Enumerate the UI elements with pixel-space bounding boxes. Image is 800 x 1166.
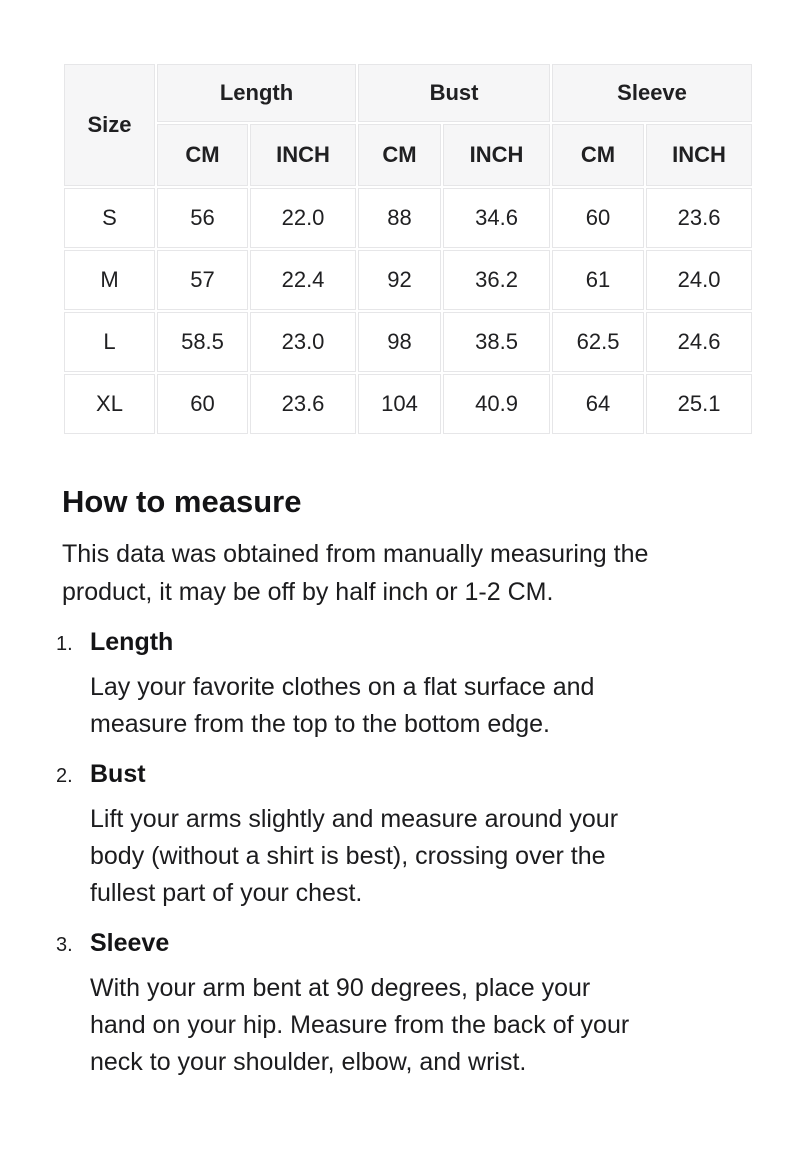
how-to-measure-title: How to measure (62, 484, 302, 519)
description-line: body (without a shirt is best), crossing… (90, 842, 606, 870)
value-cell: 22.0 (250, 188, 357, 248)
table-row-m: M 57 22.4 92 36.2 61 24.0 (64, 250, 753, 310)
step-number: 3. (56, 934, 73, 956)
size-cell: L (64, 312, 155, 372)
table-row-l: L 58.5 23.0 98 38.5 62.5 24.6 (64, 312, 753, 372)
step-number: 1. (56, 633, 73, 655)
value-cell: 34.6 (443, 188, 551, 248)
step-length: 1. Length Lay your favorite clothes on a… (56, 623, 738, 743)
bust-inch-header: INCH (443, 124, 551, 186)
step-title: Length (90, 628, 174, 656)
value-cell: 23.6 (646, 188, 753, 248)
description-line: Lift your arms slightly and measure arou… (90, 805, 619, 833)
step-number: 2. (56, 765, 73, 787)
table-unit-header-row: CM INCH CM INCH CM INCH (64, 124, 753, 186)
length-inch-header: INCH (250, 124, 357, 186)
size-cell: M (64, 250, 155, 310)
description-line: Lay your favorite clothes on a flat surf… (90, 673, 595, 701)
value-cell: 58.5 (157, 312, 248, 372)
value-cell: 60 (552, 188, 645, 248)
step-length-header: 1. Length (56, 623, 738, 661)
measuring-disclaimer: This data was obtained from manually mea… (62, 535, 738, 611)
value-cell: 25.1 (646, 374, 753, 434)
size-cell: XL (64, 374, 155, 434)
value-cell: 22.4 (250, 250, 357, 310)
value-cell: 40.9 (443, 374, 551, 434)
step-sleeve-header: 3. Sleeve (56, 924, 738, 962)
description-line: neck to your shoulder, elbow, and wrist. (90, 1048, 527, 1076)
value-cell: 23.6 (250, 374, 357, 434)
size-chart-table: Size Length Bust Sleeve CM INCH CM INCH … (62, 62, 755, 436)
value-cell: 36.2 (443, 250, 551, 310)
bust-cm-header: CM (358, 124, 442, 186)
bust-group-header: Bust (358, 64, 551, 122)
value-cell: 98 (358, 312, 442, 372)
sleeve-group-header: Sleeve (552, 64, 753, 122)
value-cell: 56 (157, 188, 248, 248)
table-row-xl: XL 60 23.6 104 40.9 64 25.1 (64, 374, 753, 434)
size-cell: S (64, 188, 155, 248)
size-column-header: Size (64, 64, 155, 186)
value-cell: 62.5 (552, 312, 645, 372)
step-title: Sleeve (90, 929, 170, 957)
size-guide-section: Size Length Bust Sleeve CM INCH CM INCH … (56, 62, 755, 1081)
value-cell: 60 (157, 374, 248, 434)
step-bust: 2. Bust Lift your arms slightly and meas… (56, 755, 738, 912)
value-cell: 61 (552, 250, 645, 310)
measure-steps-list: 1. Length Lay your favorite clothes on a… (56, 623, 738, 1081)
disclaimer-line: product, it may be off by half inch or 1… (62, 578, 554, 606)
description-line: measure from the top to the bottom edge. (90, 710, 550, 738)
value-cell: 104 (358, 374, 442, 434)
value-cell: 92 (358, 250, 442, 310)
description-line: With your arm bent at 90 degrees, place … (90, 974, 591, 1002)
disclaimer-line: This data was obtained from manually mea… (62, 540, 649, 568)
value-cell: 24.0 (646, 250, 753, 310)
table-group-header-row: Size Length Bust Sleeve (64, 64, 753, 186)
value-cell: 38.5 (443, 312, 551, 372)
step-bust-description: Lift your arms slightly and measure arou… (90, 801, 738, 912)
description-line: hand on your hip. Measure from the back … (90, 1011, 630, 1039)
value-cell: 64 (552, 374, 645, 434)
step-title: Bust (90, 760, 146, 788)
value-cell: 88 (358, 188, 442, 248)
length-group-header: Length (157, 64, 357, 122)
description-line: fullest part of your chest. (90, 879, 363, 907)
step-sleeve-description: With your arm bent at 90 degrees, place … (90, 970, 738, 1081)
value-cell: 57 (157, 250, 248, 310)
step-sleeve: 3. Sleeve With your arm bent at 90 degre… (56, 924, 738, 1081)
length-cm-header: CM (157, 124, 248, 186)
value-cell: 23.0 (250, 312, 357, 372)
sleeve-inch-header: INCH (646, 124, 753, 186)
sleeve-cm-header: CM (552, 124, 645, 186)
table-row-s: S 56 22.0 88 34.6 60 23.6 (64, 188, 753, 248)
step-length-description: Lay your favorite clothes on a flat surf… (90, 669, 738, 743)
value-cell: 24.6 (646, 312, 753, 372)
step-bust-header: 2. Bust (56, 755, 738, 793)
